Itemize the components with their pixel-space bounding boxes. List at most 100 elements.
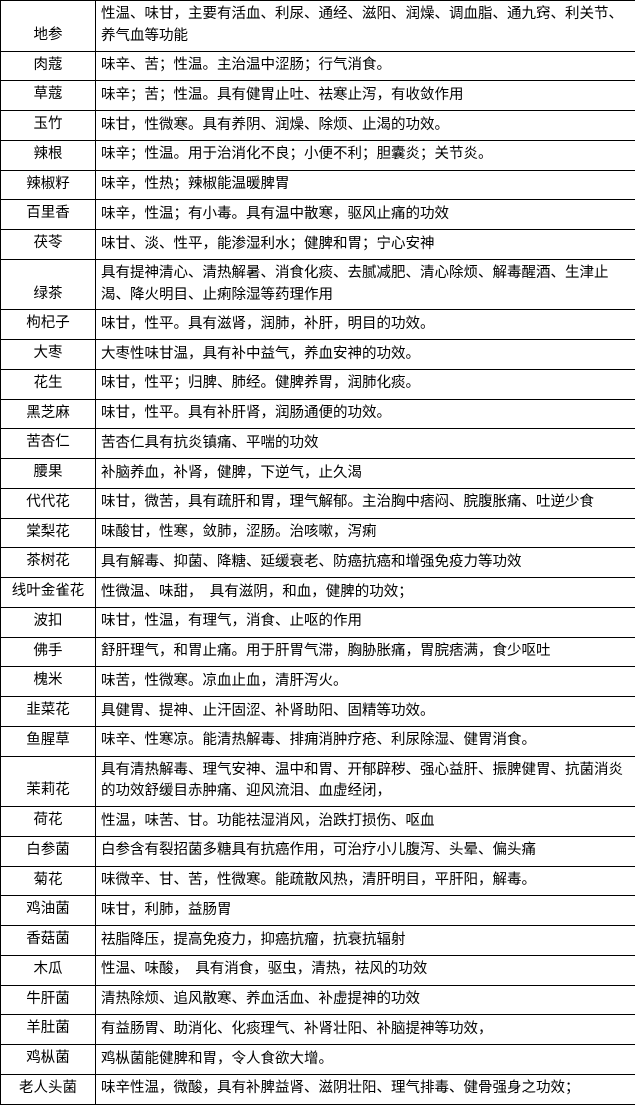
herb-name-cell: 茯苓 [1, 230, 96, 260]
table-row: 枸杞子味甘，性平。具有滋肾，润肺，补肝，明目的功效。 [1, 310, 635, 340]
herb-name-cell: 黑芝麻 [1, 399, 96, 429]
herb-name-cell: 羊肚菌 [1, 1015, 96, 1045]
herb-desc-cell: 味辛、性寒凉。能清热解毒、排痈消肿疗疮、利尿除湿、健胃消食。 [96, 726, 635, 756]
herb-desc-cell: 苦杏仁具有抗炎镇痛、平喘的功效 [96, 429, 635, 459]
herb-name-cell: 线叶金雀花 [1, 578, 96, 608]
herb-name-cell: 韭菜花 [1, 697, 96, 727]
herb-desc-cell: 舒肝理气，和胃止痛。用于肝胃气滞，胸胁胀痛，胃脘痞满，食少呕吐 [96, 637, 635, 667]
herb-desc-cell: 性微温、味甜， 具有滋阴，和血，健脾的功效； [96, 578, 635, 608]
herb-name-cell: 荷花 [1, 807, 96, 837]
herb-name-cell: 鱼腥草 [1, 726, 96, 756]
herb-name-cell: 老人头菌 [1, 1074, 96, 1104]
herb-desc-cell: 味辛；性温。用于治消化不良；小便不利；胆囊炎；关节炎。 [96, 140, 635, 170]
herb-properties-table: 地参性温、味甘，主要有活血、利尿、通经、滋阳、润燥、调血脂、通九窍、利关节、养气… [0, 0, 635, 1105]
table-row: 玉竹味甘，性微寒。具有养阴、润燥、除烦、止渴的功效。 [1, 111, 635, 141]
herb-name-cell: 鸡枞菌 [1, 1045, 96, 1075]
herb-desc-cell: 味辛，性温；有小毒。具有温中散寒，驱风止痛的功效 [96, 200, 635, 230]
herb-desc-cell: 味辛，性热；辣椒能温暖脾胃 [96, 170, 635, 200]
herb-desc-cell: 性温，味苦、甘。功能祛湿消风，治跌打损伤、呕血 [96, 807, 635, 837]
herb-desc-cell: 有益肠胃、助消化、化痰理气、补肾壮阳、补脑提神等功效， [96, 1015, 635, 1045]
table-row: 黑芝麻味甘，性平。具有补肝肾，润肠通便的功效。 [1, 399, 635, 429]
table-row: 地参性温、味甘，主要有活血、利尿、通经、滋阳、润燥、调血脂、通九窍、利关节、养气… [1, 1, 635, 52]
table-row: 鱼腥草味辛、性寒凉。能清热解毒、排痈消肿疗疮、利尿除湿、健胃消食。 [1, 726, 635, 756]
herb-name-cell: 菊花 [1, 866, 96, 896]
table-row: 韭菜花具健胃、提神、止汗固涩、补肾助阳、固精等功效。 [1, 697, 635, 727]
herb-desc-cell: 味辛性温，微酸，具有补脾益肾、滋阴壮阳、理气排毒、健骨强身之功效； [96, 1074, 635, 1104]
herb-name-cell: 枸杞子 [1, 310, 96, 340]
herb-desc-cell: 味甘，性温，有理气，消食、止呕的作用 [96, 607, 635, 637]
table-row: 肉蔻味辛、苦；性温。主治温中涩肠；行气消食。 [1, 51, 635, 81]
table-row: 辣椒籽味辛，性热；辣椒能温暖脾胃 [1, 170, 635, 200]
table-row: 草蔻味辛；苦；性温。具有健胃止吐、祛寒止泻，有收敛作用 [1, 81, 635, 111]
herb-name-cell: 玉竹 [1, 111, 96, 141]
table-row: 佛手舒肝理气，和胃止痛。用于肝胃气滞，胸胁胀痛，胃脘痞满，食少呕吐 [1, 637, 635, 667]
herb-name-cell: 苦杏仁 [1, 429, 96, 459]
herb-desc-cell: 具有解毒、抑菌、降糖、延缓衰老、防癌抗癌和增强免疫力等功效 [96, 548, 635, 578]
table-row: 白参菌白参含有裂招菌多糖具有抗癌作用，可治疗小儿腹泻、头晕、偏头痛 [1, 836, 635, 866]
table-row: 茉莉花具有清热解毒、理气安神、温中和胃、开郁辟秽、强心益肝、振脾健胃、抗菌消炎的… [1, 756, 635, 807]
herb-desc-cell: 大枣性味甘温，具有补中益气，养血安神的功效。 [96, 340, 635, 370]
herb-name-cell: 茶树花 [1, 548, 96, 578]
herb-name-cell: 绿茶 [1, 259, 96, 310]
herb-name-cell: 花生 [1, 369, 96, 399]
table-body: 地参性温、味甘，主要有活血、利尿、通经、滋阳、润燥、调血脂、通九窍、利关节、养气… [1, 1, 635, 1105]
table-row: 鸡枞菌鸡枞菌能健脾和胃，令人食欲大增。 [1, 1045, 635, 1075]
table-row: 木瓜性温、味酸， 具有消食，驱虫，清热，祛风的功效 [1, 955, 635, 985]
herb-name-cell: 鸡油菌 [1, 896, 96, 926]
herb-desc-cell: 性温、味甘，主要有活血、利尿、通经、滋阳、润燥、调血脂、通九窍、利关节、养气血等… [96, 1, 635, 52]
table-row: 线叶金雀花性微温、味甜， 具有滋阴，和血，健脾的功效； [1, 578, 635, 608]
herb-desc-cell: 味甘、淡、性平，能渗湿利水；健脾和胃；宁心安神 [96, 230, 635, 260]
table-row: 羊肚菌有益肠胃、助消化、化痰理气、补肾壮阳、补脑提神等功效， [1, 1015, 635, 1045]
herb-desc-cell: 味甘，性微寒。具有养阴、润燥、除烦、止渴的功效。 [96, 111, 635, 141]
herb-desc-cell: 具健胃、提神、止汗固涩、补肾助阳、固精等功效。 [96, 697, 635, 727]
herb-name-cell: 肉蔻 [1, 51, 96, 81]
herb-name-cell: 茉莉花 [1, 756, 96, 807]
table-row: 波扣味甘，性温，有理气，消食、止呕的作用 [1, 607, 635, 637]
table-row: 苦杏仁苦杏仁具有抗炎镇痛、平喘的功效 [1, 429, 635, 459]
table-row: 槐米味苦，性微寒。凉血止血，清肝泻火。 [1, 667, 635, 697]
herb-desc-cell: 味辛；苦；性温。具有健胃止吐、祛寒止泻，有收敛作用 [96, 81, 635, 111]
herb-name-cell: 腰果 [1, 459, 96, 489]
table-row: 绿茶具有提神清心、清热解暑、消食化痰、去腻减肥、清心除烦、解毒醒酒、生津止渴、降… [1, 259, 635, 310]
herb-name-cell: 大枣 [1, 340, 96, 370]
herb-name-cell: 波扣 [1, 607, 96, 637]
table-row: 茶树花具有解毒、抑菌、降糖、延缓衰老、防癌抗癌和增强免疫力等功效 [1, 548, 635, 578]
herb-desc-cell: 味辛、苦；性温。主治温中涩肠；行气消食。 [96, 51, 635, 81]
herb-desc-cell: 性温、味酸， 具有消食，驱虫，清热，祛风的功效 [96, 955, 635, 985]
table-row: 花生味甘，性平；归脾、肺经。健脾养胃，润肺化痰。 [1, 369, 635, 399]
herb-desc-cell: 具有提神清心、清热解暑、消食化痰、去腻减肥、清心除烦、解毒醒酒、生津止渴、降火明… [96, 259, 635, 310]
herb-desc-cell: 味苦，性微寒。凉血止血，清肝泻火。 [96, 667, 635, 697]
table-row: 菊花味微辛、甘、苦，性微寒。能疏散风热，清肝明目，平肝阳，解毒。 [1, 866, 635, 896]
table-row: 茯苓味甘、淡、性平，能渗湿利水；健脾和胃；宁心安神 [1, 230, 635, 260]
herb-desc-cell: 祛脂降压，提高免疫力，抑癌抗瘤，抗衰抗辐射 [96, 926, 635, 956]
table-row: 棠梨花味酸甘，性寒，敛肺，涩肠。治咳嗽，泻痢 [1, 518, 635, 548]
herb-name-cell: 代代花 [1, 488, 96, 518]
table-row: 香菇菌祛脂降压，提高免疫力，抑癌抗瘤，抗衰抗辐射 [1, 926, 635, 956]
herb-name-cell: 棠梨花 [1, 518, 96, 548]
herb-name-cell: 辣根 [1, 140, 96, 170]
herb-name-cell: 百里香 [1, 200, 96, 230]
herb-name-cell: 香菇菌 [1, 926, 96, 956]
table-row: 代代花味甘，微苦，具有疏肝和胃，理气解郁。主治胸中痞闷、脘腹胀痛、吐逆少食 [1, 488, 635, 518]
herb-desc-cell: 味甘，利肺，益肠胃 [96, 896, 635, 926]
table-row: 鸡油菌味甘，利肺，益肠胃 [1, 896, 635, 926]
table-row: 大枣大枣性味甘温，具有补中益气，养血安神的功效。 [1, 340, 635, 370]
herb-name-cell: 草蔻 [1, 81, 96, 111]
herb-desc-cell: 味酸甘，性寒，敛肺，涩肠。治咳嗽，泻痢 [96, 518, 635, 548]
herb-desc-cell: 味甘，性平；归脾、肺经。健脾养胃，润肺化痰。 [96, 369, 635, 399]
herb-desc-cell: 味甘，性平。具有补肝肾，润肠通便的功效。 [96, 399, 635, 429]
herb-desc-cell: 味甘，性平。具有滋肾，润肺，补肝，明目的功效。 [96, 310, 635, 340]
herb-desc-cell: 补脑养血，补肾，健脾，下逆气，止久渴 [96, 459, 635, 489]
herb-desc-cell: 味微辛、甘、苦，性微寒。能疏散风热，清肝明目，平肝阳，解毒。 [96, 866, 635, 896]
herb-name-cell: 木瓜 [1, 955, 96, 985]
herb-name-cell: 佛手 [1, 637, 96, 667]
herb-name-cell: 辣椒籽 [1, 170, 96, 200]
table-row: 荷花性温，味苦、甘。功能祛湿消风，治跌打损伤、呕血 [1, 807, 635, 837]
table-row: 辣根味辛；性温。用于治消化不良；小便不利；胆囊炎；关节炎。 [1, 140, 635, 170]
herb-name-cell: 槐米 [1, 667, 96, 697]
herb-desc-cell: 味甘，微苦，具有疏肝和胃，理气解郁。主治胸中痞闷、脘腹胀痛、吐逆少食 [96, 488, 635, 518]
herb-desc-cell: 白参含有裂招菌多糖具有抗癌作用，可治疗小儿腹泻、头晕、偏头痛 [96, 836, 635, 866]
herb-name-cell: 地参 [1, 1, 96, 52]
herb-name-cell: 白参菌 [1, 836, 96, 866]
table-row: 百里香味辛，性温；有小毒。具有温中散寒，驱风止痛的功效 [1, 200, 635, 230]
